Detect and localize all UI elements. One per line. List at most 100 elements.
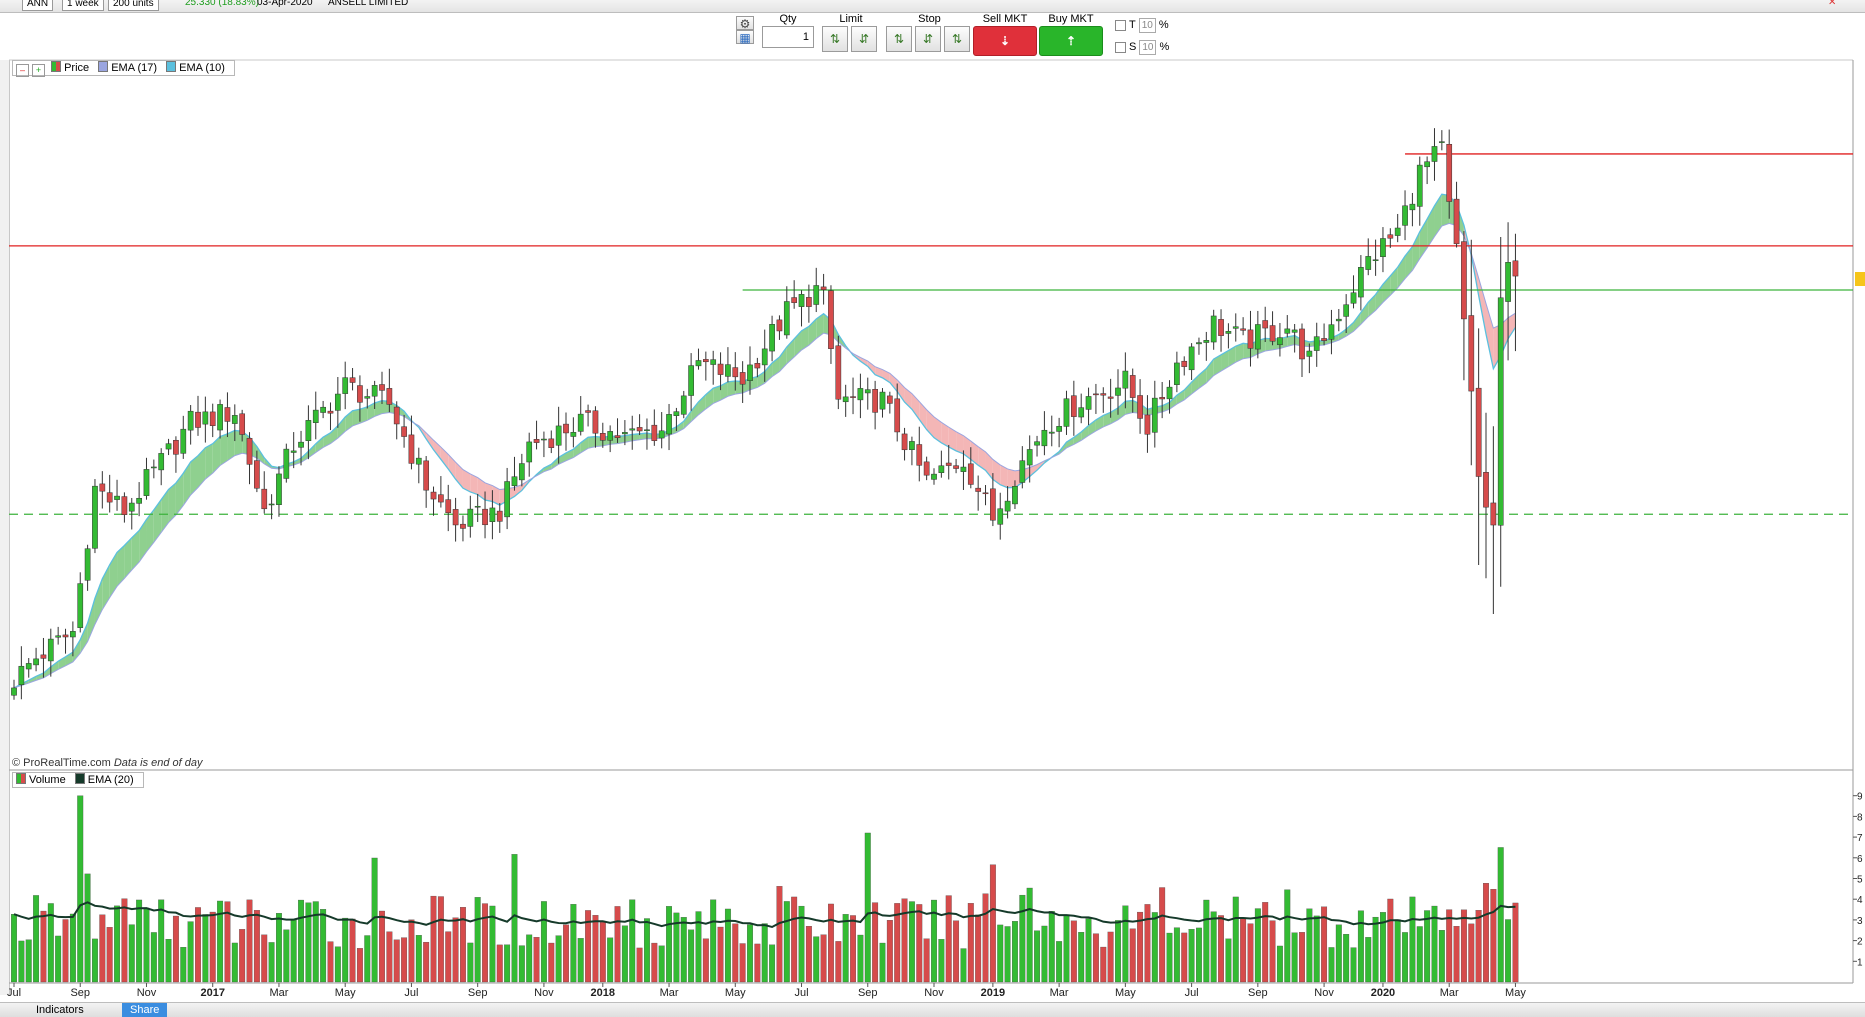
volume-bar — [953, 920, 960, 983]
candle — [187, 410, 194, 431]
volume-bar — [1196, 927, 1202, 983]
collapse-icon[interactable]: – — [16, 64, 29, 77]
ema-band-segment — [205, 443, 213, 480]
candle — [342, 377, 349, 394]
calculator-icon[interactable]: ▦ — [736, 30, 754, 45]
ema-band-segment — [1346, 322, 1354, 337]
volume-bar — [688, 929, 695, 983]
candle — [570, 432, 577, 437]
ema-band-segment — [1125, 400, 1133, 415]
candle — [1247, 329, 1254, 349]
candle — [334, 393, 341, 411]
ema-band-segment — [1441, 194, 1450, 227]
limit-sell-icon[interactable]: ⇅ — [822, 26, 848, 52]
candle — [1093, 393, 1099, 396]
volume-bar — [1446, 909, 1453, 983]
ema-band-segment — [220, 433, 228, 466]
ema-band-segment — [639, 433, 647, 440]
volume-bar — [894, 903, 901, 983]
candle — [798, 294, 805, 307]
legend-ema10[interactable]: EMA (10) — [166, 61, 225, 75]
volume-bar — [1475, 910, 1482, 983]
volume-bar — [621, 925, 628, 983]
stop-loss-checkbox[interactable] — [1115, 41, 1126, 53]
take-profit-checkbox[interactable] — [1115, 19, 1126, 31]
volume-bar — [1497, 847, 1504, 983]
candle — [136, 497, 142, 504]
candle — [1262, 320, 1269, 329]
volume-bar — [305, 902, 312, 983]
legend-ema17[interactable]: EMA (17) — [98, 61, 157, 75]
add-indicator-icon[interactable]: + — [32, 64, 45, 77]
stop-buy-icon[interactable]: ⇵ — [915, 26, 941, 52]
drawing-toolbar[interactable] — [0, 60, 10, 995]
legend-price[interactable]: Price — [51, 61, 89, 75]
ema-band-segment — [1000, 464, 1008, 488]
candle — [673, 411, 680, 416]
volume-bar — [555, 935, 562, 983]
volume-bar — [754, 943, 761, 983]
volume-bar — [136, 899, 143, 983]
volume-bar — [47, 903, 54, 983]
qty-input[interactable] — [762, 26, 814, 48]
candle — [283, 448, 290, 479]
volume-bar — [732, 923, 739, 983]
buy-market-button[interactable]: ⇡ — [1039, 26, 1103, 56]
ema-band-segment — [124, 537, 132, 579]
ema-band-segment — [992, 459, 1001, 485]
candle — [408, 434, 415, 464]
volume-bar — [1012, 921, 1018, 983]
close-icon[interactable]: ✕ — [1828, 0, 1837, 8]
ticker-field[interactable]: ANN — [22, 0, 54, 11]
candle — [1438, 141, 1445, 143]
ema-band-segment — [720, 381, 728, 401]
t-value-input[interactable]: 10 — [1138, 18, 1156, 33]
legend-vol-ema20[interactable]: EMA (20) — [74, 773, 134, 787]
ema-band-segment — [963, 435, 971, 460]
volume-bar — [864, 832, 871, 983]
candle — [850, 396, 856, 398]
candle — [901, 433, 908, 451]
candle — [702, 359, 709, 363]
ema-band-segment — [293, 458, 302, 465]
volume-bar — [1380, 912, 1386, 983]
candle — [938, 465, 945, 473]
indicators-button[interactable]: Indicators — [36, 1004, 84, 1016]
s-value-input[interactable]: 10 — [1139, 40, 1157, 55]
volume-bar — [658, 945, 665, 983]
stop-sell-icon[interactable]: ⇅ — [886, 26, 912, 52]
candle — [1424, 161, 1430, 168]
volume-bar — [908, 901, 915, 983]
volume-bar — [246, 899, 253, 983]
share-button[interactable]: Share — [122, 1003, 168, 1017]
ema-band-segment — [462, 469, 471, 492]
y-tick-label: 9 — [1857, 792, 1863, 803]
ema-band-segment — [139, 519, 147, 563]
candle — [1070, 395, 1077, 417]
candle — [1380, 238, 1386, 258]
interval-select[interactable]: 1 week — [62, 0, 104, 11]
ema-band-segment — [632, 433, 640, 441]
ema-band-segment — [1360, 302, 1369, 325]
ema-band-segment — [168, 483, 176, 523]
stop-limit-icon[interactable]: ⇅ — [944, 26, 970, 52]
ema-band-segment — [1486, 303, 1494, 369]
volume-bar — [931, 899, 937, 983]
volume-bar — [1357, 910, 1364, 983]
legend-volume[interactable]: Volume — [16, 773, 66, 787]
volume-bar — [629, 899, 636, 983]
x-tick-label: 2019 — [981, 987, 1005, 999]
candle — [776, 319, 783, 332]
candle — [1225, 331, 1232, 334]
units-select[interactable]: 200 units — [108, 0, 159, 11]
sell-market-button[interactable]: ⇣ — [973, 26, 1037, 56]
volume-bar — [1115, 920, 1121, 983]
limit-buy-icon[interactable]: ⇵ — [851, 26, 877, 52]
volume-bar — [791, 896, 798, 983]
source-note: © ProRealTime.com Data is end of day — [12, 757, 203, 769]
candle — [504, 481, 510, 518]
candle — [1115, 387, 1121, 396]
candle — [1063, 398, 1070, 427]
candle — [482, 508, 488, 526]
